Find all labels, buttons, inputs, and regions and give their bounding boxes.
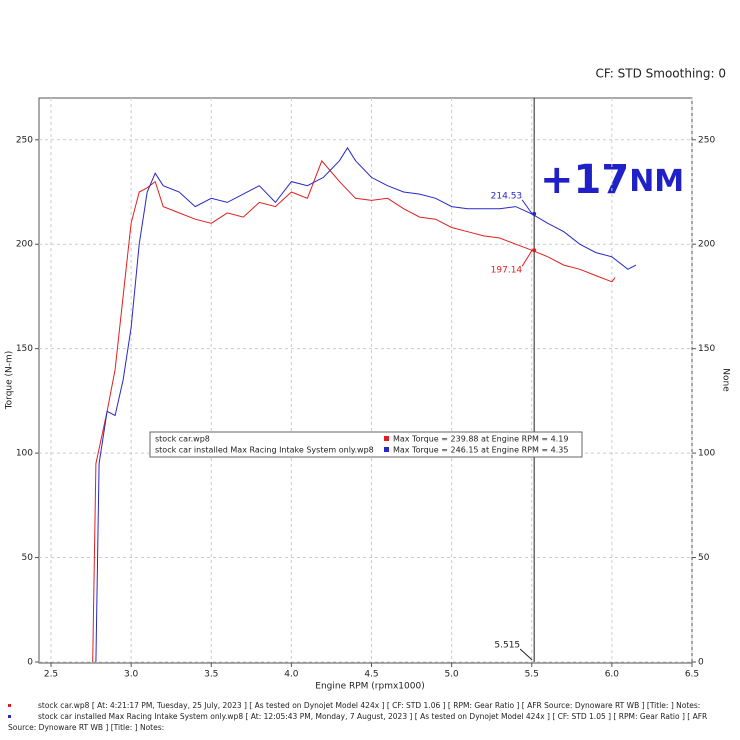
- legend-box: [149, 431, 583, 458]
- chart-header: CF: STD Smoothing: 0: [595, 67, 726, 81]
- y-tick-label: 100: [16, 449, 33, 459]
- y-tick-label: 150: [16, 344, 33, 354]
- series-line: [92, 159, 616, 663]
- y-tick-label: 250: [16, 135, 33, 145]
- footer-line: stock car installed Max Racing Intake Sy…: [8, 712, 708, 732]
- headline-main: +17: [540, 157, 629, 203]
- footer-marker: [8, 715, 11, 718]
- y2-tick-label: 250: [698, 135, 715, 145]
- y2-tick-label: 100: [698, 449, 715, 459]
- cursor-arrow: [519, 648, 533, 661]
- headline-unit: NM: [629, 164, 684, 199]
- y2-tick-label: 50: [698, 553, 710, 563]
- y2-tick-label: 200: [698, 240, 715, 250]
- legend-label: stock car installed Max Racing Intake Sy…: [155, 446, 374, 455]
- x-tick-label: 6.0: [605, 670, 620, 680]
- footer-line: stock car.wp8 [ At: 4:21:17 PM, Tuesday,…: [38, 701, 701, 710]
- chart: CF: STD Smoothing: 0 Engine RPM (rpmx100…: [5, 67, 731, 692]
- cursor-point: [532, 248, 537, 253]
- cursor-value-arrow: [521, 249, 533, 267]
- x-tick-label: 4.0: [284, 670, 299, 680]
- footer-marker: [8, 704, 11, 707]
- cursor-value-arrow: [521, 199, 533, 215]
- x-axis-label: Engine RPM (rpmx1000): [315, 682, 424, 692]
- legend-note: Max Torque = 239.88 at Engine RPM = 4.19: [393, 435, 568, 444]
- legend-label: stock car.wp8: [155, 435, 210, 444]
- headline: +17NM: [540, 157, 684, 203]
- legend-swatch: [384, 436, 389, 441]
- x-tick-label: 3.0: [124, 670, 139, 680]
- x-tick-label: 2.5: [44, 670, 58, 680]
- cursor-label: 5.515: [494, 641, 520, 651]
- y-tick-label: 50: [22, 553, 34, 563]
- x-tick-label: 4.5: [364, 670, 378, 680]
- cursor-point: [532, 211, 537, 216]
- x-tick-label: 6.5: [685, 670, 699, 680]
- y-tick-label: 0: [27, 658, 33, 668]
- series-line: [95, 146, 637, 663]
- legend-note: Max Torque = 246.15 at Engine RPM = 4.35: [393, 446, 568, 455]
- cursor-value-label: 214.53: [491, 191, 523, 201]
- x-tick-label: 5.0: [444, 670, 459, 680]
- y2-axis-label: None: [721, 368, 731, 392]
- cursor-value-label: 197.14: [491, 266, 523, 276]
- y2-tick-label: 0: [698, 658, 704, 668]
- legend: stock car.wp8 Max Torque = 239.88 at Engi…: [149, 431, 583, 458]
- legend-swatch: [384, 447, 389, 452]
- y-tick-label: 200: [16, 240, 33, 250]
- x-tick-label: 5.5: [525, 670, 539, 680]
- x-tick-label: 3.5: [204, 670, 218, 680]
- y-axis-label: Torque (N-m): [5, 351, 15, 411]
- y2-tick-label: 150: [698, 344, 715, 354]
